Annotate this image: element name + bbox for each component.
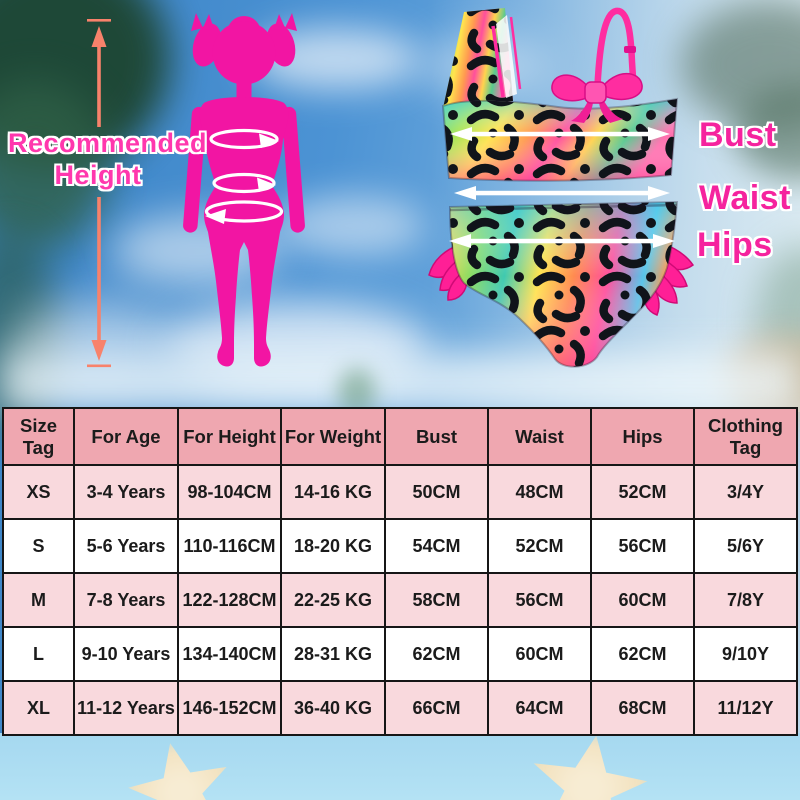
- cell-tag: 3/4Y: [693, 464, 798, 520]
- cell-hips: 68CM: [590, 680, 695, 736]
- header-cell-for-height: For Height: [177, 407, 282, 466]
- beach-water-strip: [0, 733, 800, 800]
- cell-age: 7-8 Years: [73, 572, 179, 628]
- bikini-top: [442, 7, 678, 182]
- girth-ellipse-arrows: [204, 128, 284, 224]
- waist-arrow: [454, 186, 670, 200]
- cell-height: 110-116CM: [177, 518, 282, 574]
- bust-arrow: [450, 127, 670, 141]
- cell-size: M: [2, 572, 75, 628]
- header-cell-size-tag: Size Tag: [2, 407, 75, 466]
- hips-arrow: [449, 234, 675, 248]
- bow-icon: [551, 73, 643, 123]
- cell-size: S: [2, 518, 75, 574]
- cell-waist: 48CM: [487, 464, 592, 520]
- cell-tag: 9/10Y: [693, 626, 798, 682]
- waist-label: Waist: [699, 179, 791, 217]
- cell-tag: 11/12Y: [693, 680, 798, 736]
- cell-age: 5-6 Years: [73, 518, 179, 574]
- cell-height: 146-152CM: [177, 680, 282, 736]
- bust-label: Bust: [699, 116, 777, 154]
- bikini-bottom: [428, 201, 695, 368]
- size-chart-table: Size Tag For Age For Height For Weight B…: [2, 407, 798, 736]
- cell-hips: 62CM: [590, 626, 695, 682]
- header-cell-hips: Hips: [590, 407, 695, 466]
- cell-bust: 58CM: [384, 572, 489, 628]
- cell-age: 11-12 Years: [73, 680, 179, 736]
- cell-weight: 14-16 KG: [280, 464, 386, 520]
- height-measure-arrow: [87, 19, 111, 368]
- cell-bust: 54CM: [384, 518, 489, 574]
- table-row-xs: XS 3-4 Years 98-104CM 14-16 KG 50CM 48CM…: [2, 464, 798, 520]
- table-row-m: M 7-8 Years 122-128CM 22-25 KG 58CM 56CM…: [2, 572, 798, 628]
- table-row-l: L 9-10 Years 134-140CM 28-31 KG 62CM 60C…: [2, 626, 798, 682]
- cell-size: L: [2, 626, 75, 682]
- cloud-blob: [0, 352, 800, 414]
- cell-weight: 18-20 KG: [280, 518, 386, 574]
- hero-illustration: [87, 7, 695, 368]
- cell-height: 134-140CM: [177, 626, 282, 682]
- cell-bust: 66CM: [384, 680, 489, 736]
- cell-weight: 22-25 KG: [280, 572, 386, 628]
- cell-height: 98-104CM: [177, 464, 282, 520]
- header-cell-for-age: For Age: [73, 407, 179, 466]
- table-row-xl: XL 11-12 Years 146-152CM 36-40 KG 66CM 6…: [2, 680, 798, 736]
- cell-tag: 5/6Y: [693, 518, 798, 574]
- cell-hips: 52CM: [590, 464, 695, 520]
- halter-strap: [593, 7, 638, 100]
- cell-waist: 56CM: [487, 572, 592, 628]
- cell-waist: 52CM: [487, 518, 592, 574]
- header-cell-waist: Waist: [487, 407, 592, 466]
- header-cell-bust: Bust: [384, 407, 489, 466]
- cell-waist: 64CM: [487, 680, 592, 736]
- hips-label: Hips: [697, 226, 773, 264]
- cell-weight: 28-31 KG: [280, 626, 386, 682]
- girl-silhouette: [183, 13, 305, 367]
- cell-age: 3-4 Years: [73, 464, 179, 520]
- cell-weight: 36-40 KG: [280, 680, 386, 736]
- measure-arrows: [449, 127, 675, 248]
- cell-size: XS: [2, 464, 75, 520]
- cell-hips: 60CM: [590, 572, 695, 628]
- cell-age: 9-10 Years: [73, 626, 179, 682]
- table-header-row: Size Tag For Age For Height For Weight B…: [2, 407, 798, 466]
- cell-bust: 50CM: [384, 464, 489, 520]
- cell-bust: 62CM: [384, 626, 489, 682]
- recommended-height-label: Recommended Height: [8, 128, 208, 191]
- table-row-s: S 5-6 Years 110-116CM 18-20 KG 54CM 52CM…: [2, 518, 798, 574]
- cell-waist: 60CM: [487, 626, 592, 682]
- header-cell-for-weight: For Weight: [280, 407, 386, 466]
- cell-size: XL: [2, 680, 75, 736]
- cell-height: 122-128CM: [177, 572, 282, 628]
- cell-tag: 7/8Y: [693, 572, 798, 628]
- cell-hips: 56CM: [590, 518, 695, 574]
- header-cell-clothing-tag: Clothing Tag: [693, 407, 798, 466]
